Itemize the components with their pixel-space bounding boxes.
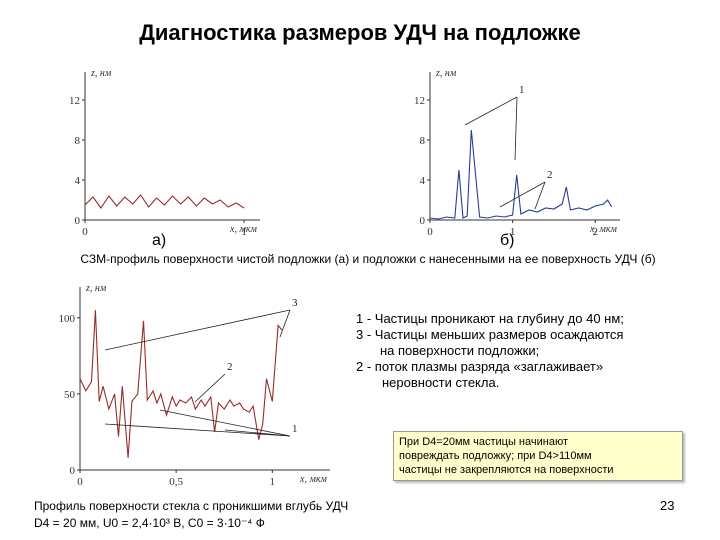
x-tick-label: 1 bbox=[241, 226, 247, 238]
annotation-leader bbox=[159, 409, 291, 437]
notes-list: 1 - Частицы проникают на глубину до 40 н… bbox=[356, 311, 624, 391]
y-axis-title: z, нм bbox=[90, 68, 112, 79]
figure-caption-top: СЗМ-профиль поверхности чистой подложки … bbox=[80, 252, 656, 266]
chart-a: z, нм x, мкм 0 4 8 12 0 1 bbox=[69, 68, 260, 238]
x-tick-label: 2 bbox=[592, 226, 598, 238]
annotation-label: 3 bbox=[292, 297, 298, 309]
chart-c: z, нм x, мкм 0 50 100 0 0,5 1 1 2 3 bbox=[59, 283, 330, 488]
annotation-leader bbox=[514, 96, 518, 161]
annotation-label: 1 bbox=[292, 423, 298, 435]
annotation-label: 1 bbox=[519, 84, 525, 96]
y-axis-title: z, нм bbox=[85, 283, 107, 294]
x-tick-label: 0,5 bbox=[169, 476, 183, 488]
annotation-leader bbox=[194, 373, 226, 403]
y-tick-label: 4 bbox=[420, 175, 426, 187]
y-tick-label: 8 bbox=[75, 135, 81, 147]
profile-line bbox=[79, 310, 283, 458]
note-line: на поверхности подложки; bbox=[380, 343, 540, 358]
annotation-leader bbox=[279, 309, 291, 338]
y-tick-label: 8 bbox=[420, 135, 426, 147]
slide-title: Диагностика размеров УДЧ на подложке bbox=[139, 20, 581, 45]
callout-line: частицы не закрепляются на поверхности bbox=[399, 464, 614, 476]
callout-line: При D4=20мм частицы начинают bbox=[399, 436, 568, 448]
x-tick-label: 0 bbox=[427, 226, 433, 238]
page-number: 23 bbox=[660, 498, 675, 513]
figure-caption-bottom: Профиль поверхности стекла с проникшими … bbox=[34, 498, 348, 532]
annotation-leader bbox=[224, 429, 291, 437]
annotation-leader bbox=[104, 423, 291, 437]
y-tick-label: 12 bbox=[414, 95, 425, 107]
y-tick-label: 0 bbox=[70, 465, 76, 477]
y-tick-label: 4 bbox=[75, 175, 81, 187]
y-tick-label: 12 bbox=[69, 95, 80, 107]
y-tick-label: 100 bbox=[59, 313, 76, 325]
annotation-leader bbox=[104, 309, 291, 351]
y-tick-label: 50 bbox=[64, 389, 76, 401]
note-line: 2 - поток плазмы разряда «заглаживает» bbox=[356, 359, 604, 374]
note-line: 1 - Частицы проникают на глубину до 40 н… bbox=[356, 311, 624, 326]
x-tick-label: 0 bbox=[77, 476, 83, 488]
profile-line bbox=[429, 129, 613, 220]
x-axis-title: x, мкм bbox=[229, 224, 257, 235]
x-tick-label: 1 bbox=[270, 476, 276, 488]
annotation-label: 2 bbox=[547, 169, 553, 181]
note-line: 3 - Частицы меньших размеров осаждаются bbox=[356, 327, 624, 342]
y-tick-label: 0 bbox=[75, 215, 81, 227]
profile-line bbox=[84, 194, 245, 209]
x-axis-title: x, мкм bbox=[589, 224, 617, 235]
annotation-leader bbox=[534, 181, 546, 210]
callout-line: повреждать подложку; при D4>110мм bbox=[399, 450, 592, 462]
annotation-label: 2 bbox=[227, 361, 233, 373]
callout-box: При D4=20мм частицы начинают повреждать … bbox=[393, 431, 683, 481]
chart-b-panel-label: б) bbox=[500, 232, 515, 249]
annotation-leader bbox=[499, 181, 546, 208]
x-tick-label: 0 bbox=[82, 226, 88, 238]
x-tick-label: 1 bbox=[510, 226, 516, 238]
x-axis-title: x, мкм bbox=[299, 474, 327, 485]
y-tick-label: 0 bbox=[420, 215, 426, 227]
y-axis-title: z, нм bbox=[435, 68, 457, 79]
note-line: неровности стекла. bbox=[382, 375, 500, 390]
caption-line: D4 = 20 мм, U0 = 2,4·10³ В, C0 = 3·10⁻⁴ … bbox=[34, 516, 265, 530]
caption-line: Профиль поверхности стекла с проникшими … bbox=[34, 499, 349, 513]
chart-a-panel-label: а) bbox=[152, 232, 167, 249]
annotation-leader bbox=[464, 96, 518, 126]
